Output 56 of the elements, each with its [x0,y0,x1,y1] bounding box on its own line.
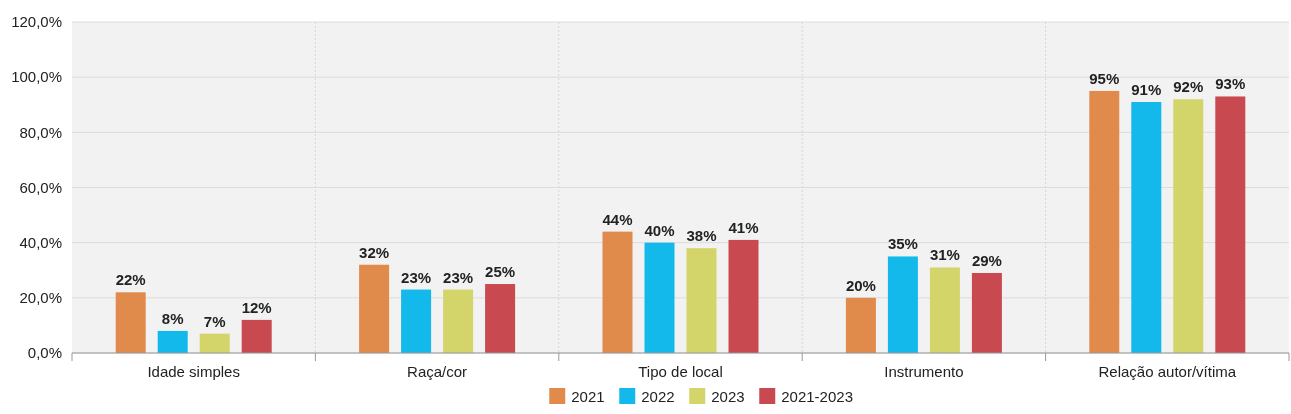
data-label: 35% [887,235,918,253]
data-label: 92% [1173,78,1204,96]
bar [359,264,390,353]
bar [929,267,960,353]
data-label: 32% [359,243,390,261]
y-tick-label: 100,0% [11,68,62,86]
data-label: 40% [644,221,675,239]
bar [1089,90,1120,353]
y-tick-label: 80,0% [19,123,62,141]
data-label: 93% [1215,75,1246,93]
bar [602,231,633,353]
y-tick-label: 0,0% [27,344,62,362]
bar [728,239,759,353]
bar [401,289,432,353]
x-tick-label: Raça/cor [407,363,468,380]
bar [443,289,474,353]
bar [1173,99,1204,353]
bar [199,333,230,353]
bar [157,330,188,353]
data-label: 38% [686,227,717,245]
data-label: 23% [443,268,474,286]
data-label: 20% [845,276,876,294]
x-tick-label: Idade simples [147,363,240,380]
bar [1131,101,1162,353]
x-tick-label: Instrumento [884,363,964,380]
y-tick-label: 40,0% [19,233,62,251]
y-tick-label: 120,0% [11,13,62,31]
data-label: 29% [971,252,1002,270]
bar [845,297,876,353]
legend-label: 2023 [711,388,745,405]
x-tick-label: Tipo de local [638,363,723,380]
data-label: 95% [1089,69,1120,87]
bar [115,292,146,353]
data-label: 22% [115,271,146,289]
bar [644,242,675,353]
bar [1215,96,1246,353]
bar [887,256,918,353]
bar [686,248,717,353]
legend-label: 2021-2023 [781,388,853,405]
bar [485,284,516,353]
data-label: 7% [203,312,226,330]
x-tick-label: Relação autor/vítima [1098,363,1237,380]
data-label: 41% [728,218,759,236]
data-label: 25% [485,263,516,281]
bar [241,319,272,353]
data-label: 23% [401,268,432,286]
data-label: 91% [1131,80,1162,98]
y-tick-label: 20,0% [19,289,62,307]
legend-label: 2022 [641,388,675,405]
data-label: 12% [241,298,272,316]
data-label: 8% [161,309,184,327]
bar [971,273,1002,353]
y-tick-label: 60,0% [19,178,62,196]
data-label: 31% [929,246,960,264]
legend-label: 2021 [571,388,605,405]
data-label: 44% [602,210,633,228]
